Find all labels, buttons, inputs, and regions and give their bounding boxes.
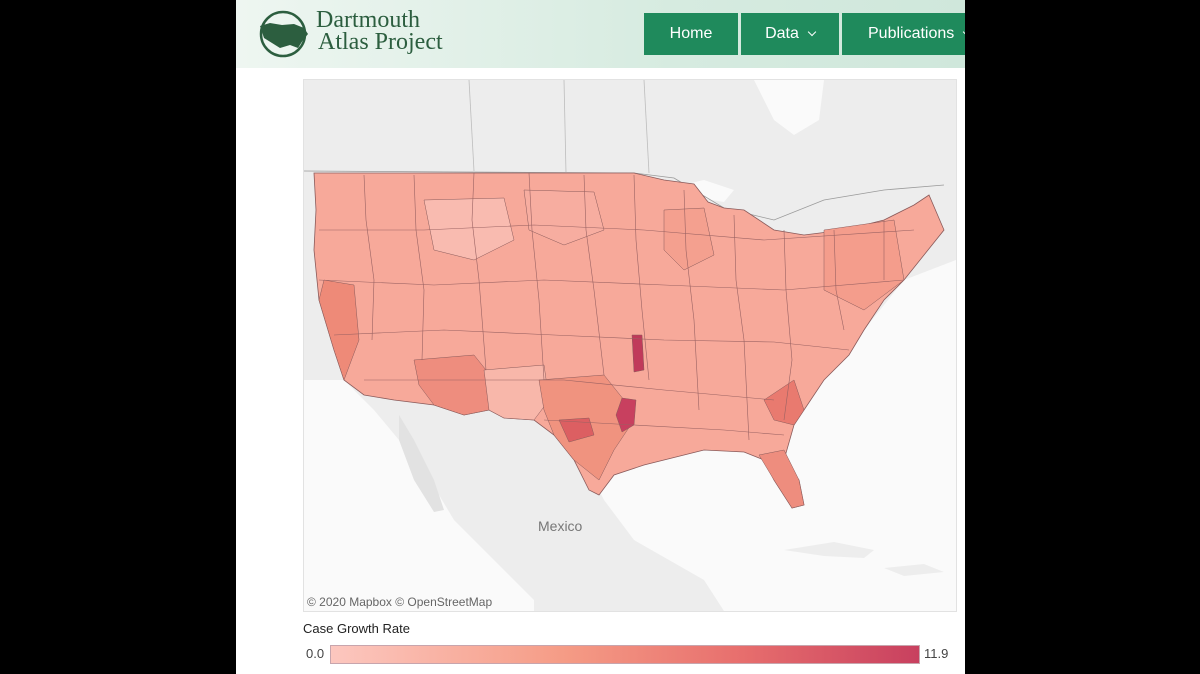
nav-data-label: Data bbox=[765, 25, 799, 42]
nav-publications-label: Publications bbox=[868, 25, 955, 42]
site-logo[interactable]: Dartmouth Atlas Project bbox=[256, 6, 456, 62]
map-attribution[interactable]: © 2020 Mapbox © OpenStreetMap bbox=[307, 595, 493, 609]
province-border bbox=[643, 80, 650, 174]
region-arizona[interactable] bbox=[413, 354, 495, 416]
site-header: Dartmouth Atlas Project Home Data Public… bbox=[236, 0, 965, 68]
legend-max-value: 11.9 bbox=[924, 646, 949, 661]
region-dallas-hotspot[interactable] bbox=[615, 397, 637, 433]
logo-text-line1: Dartmouth bbox=[316, 7, 420, 33]
hrr-boundaries bbox=[318, 172, 915, 441]
region-oklahoma-hotspot[interactable] bbox=[631, 334, 645, 373]
region-wisconsin[interactable] bbox=[663, 207, 715, 271]
choropleth-map[interactable]: Mexico © 2020 Mapbox © OpenStreetMap bbox=[303, 79, 957, 612]
region-florida[interactable] bbox=[758, 449, 805, 509]
legend-min-value: 0.0 bbox=[306, 646, 325, 661]
logo-text-line2: Atlas Project bbox=[318, 29, 443, 55]
nav-data-button[interactable]: Data bbox=[741, 13, 839, 55]
cuba bbox=[784, 542, 874, 558]
us-map-icon bbox=[259, 10, 308, 58]
chevron-down-icon bbox=[963, 27, 965, 37]
page: Dartmouth Atlas Project Home Data Public… bbox=[236, 0, 965, 674]
legend-title: Case Growth Rate bbox=[303, 621, 410, 636]
region-west-texas-hotspot[interactable] bbox=[558, 417, 595, 443]
legend-color-ramp bbox=[330, 645, 920, 664]
region-new-mexico[interactable] bbox=[483, 364, 550, 421]
hudson-bay bbox=[754, 80, 824, 135]
region-california-coast[interactable] bbox=[318, 279, 360, 381]
nav-publications-button[interactable]: Publications bbox=[842, 13, 965, 55]
region-dakotas[interactable] bbox=[523, 189, 605, 246]
map-canvas bbox=[304, 80, 956, 611]
map-label-mexico: Mexico bbox=[538, 518, 583, 534]
region-northern-plains[interactable] bbox=[423, 197, 515, 261]
nav-home-label: Home bbox=[669, 25, 713, 42]
baja-california bbox=[399, 415, 444, 512]
province-border bbox=[563, 80, 567, 174]
chevron-down-icon bbox=[807, 27, 817, 37]
pacific-ocean bbox=[304, 380, 534, 611]
nav-home-button[interactable]: Home bbox=[644, 13, 738, 55]
hispaniola bbox=[884, 564, 944, 576]
province-border bbox=[468, 80, 475, 172]
